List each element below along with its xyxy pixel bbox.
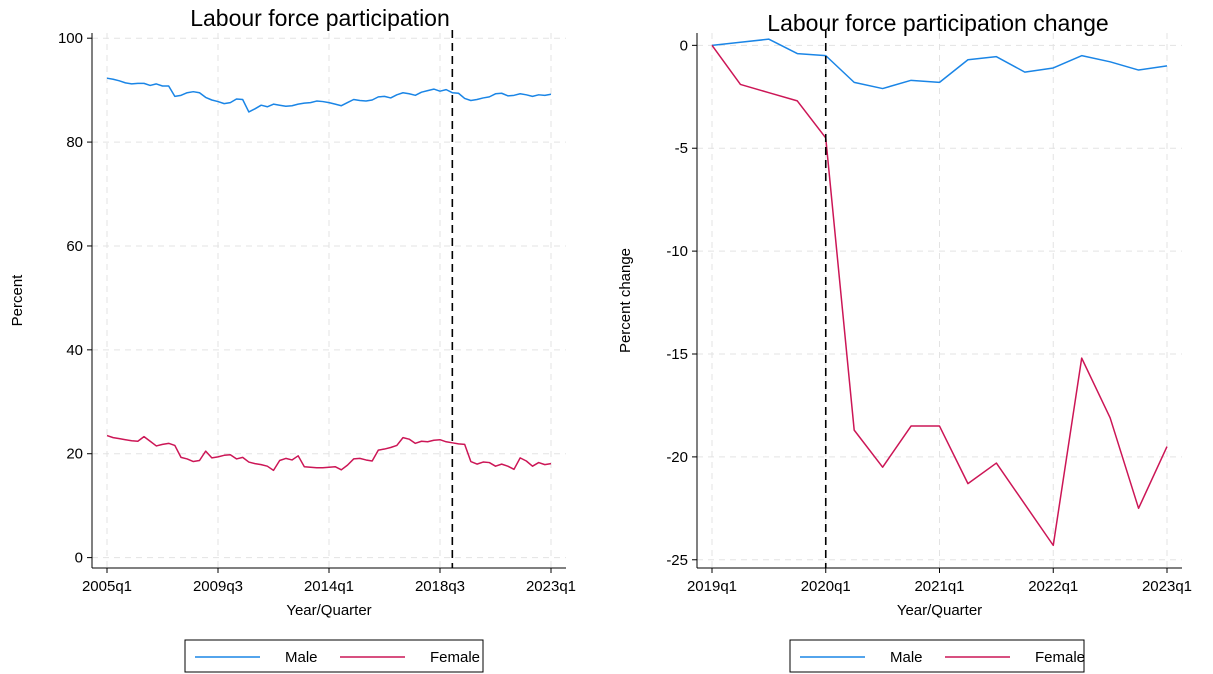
y-axis-label: Percent change <box>617 248 634 353</box>
y-tick-label: 100 <box>58 30 83 47</box>
x-tick-label: 2023q1 <box>1142 578 1192 595</box>
y-tick-label: 80 <box>66 134 83 151</box>
legend-box <box>789 639 1085 673</box>
y-tick-label: 20 <box>66 446 83 463</box>
chart-participation-level: Labour force participation 0 20 40 60 80 100 20… <box>9 5 576 673</box>
x-tick-label: 2022q1 <box>1028 578 1078 595</box>
y-axis-label: Percent <box>9 274 26 327</box>
legend: Male Female <box>184 639 484 673</box>
chart-participation-change: Labour force participation change 0 -5 -10 -… <box>617 10 1192 673</box>
x-tick-label: 2019q1 <box>687 578 737 595</box>
x-tick-label: 2018q3 <box>415 578 465 595</box>
chart-title: Labour force participation change <box>767 10 1108 36</box>
legend-label-male: Male <box>285 649 318 666</box>
x-tick-label: 2023q1 <box>526 578 576 595</box>
legend-label-female: Female <box>1035 649 1085 666</box>
y-tick-label: -20 <box>666 449 688 466</box>
legend-box <box>184 639 484 673</box>
y-tick-label: -15 <box>666 346 688 363</box>
legend-label-male: Male <box>890 649 923 666</box>
x-axis-label: Year/Quarter <box>897 602 982 619</box>
series-line-female <box>711 44 1168 547</box>
series-line-male <box>106 77 552 113</box>
x-tick-label: 2005q1 <box>82 578 132 595</box>
x-tick-label: 2020q1 <box>801 578 851 595</box>
x-tick-label: 2021q1 <box>914 578 964 595</box>
y-tick-label: 0 <box>75 550 83 567</box>
y-tick-label: -25 <box>666 552 688 569</box>
y-tick-label: 0 <box>680 37 688 54</box>
y-tick-label: -5 <box>675 140 688 157</box>
y-tick-label: -10 <box>666 243 688 260</box>
legend: Male Female <box>789 639 1085 673</box>
x-tick-label: 2014q1 <box>304 578 354 595</box>
x-axis-label: Year/Quarter <box>286 602 371 619</box>
x-tick-label: 2009q3 <box>193 578 243 595</box>
legend-label-female: Female <box>430 649 480 666</box>
y-tick-label: 40 <box>66 342 83 359</box>
series-line-female <box>106 434 552 472</box>
y-tick-label: 60 <box>66 238 83 255</box>
series-line-male <box>711 38 1168 90</box>
chart-title: Labour force participation <box>190 5 450 31</box>
